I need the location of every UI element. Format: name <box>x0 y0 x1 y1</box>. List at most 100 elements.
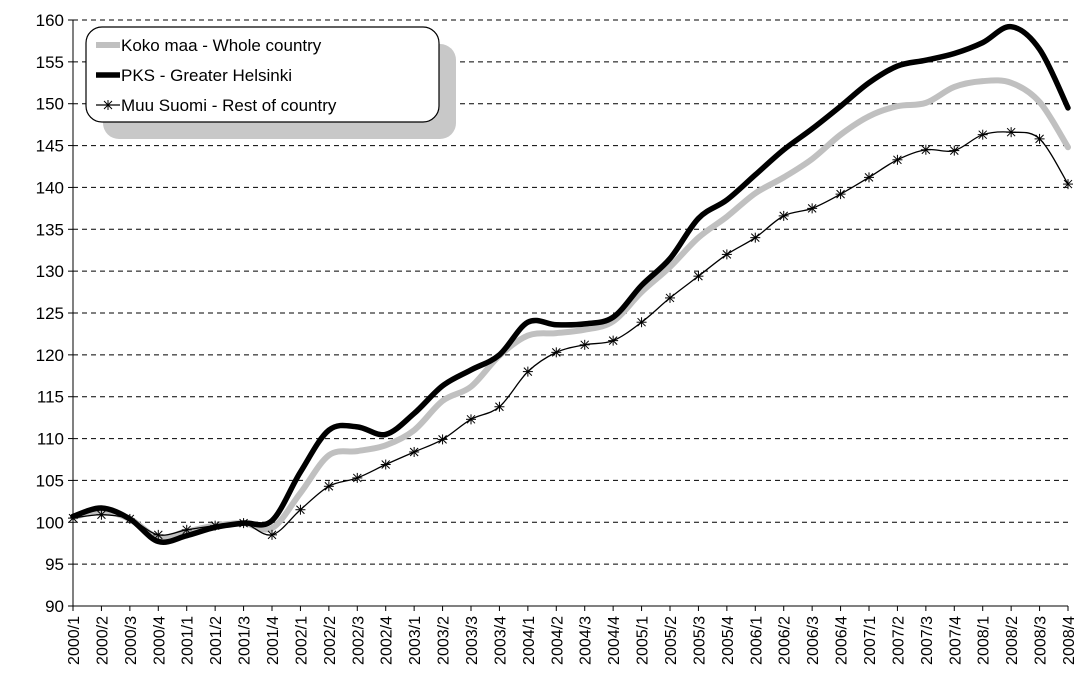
y-tick-label: 95 <box>45 555 64 574</box>
data-point-marker <box>693 271 704 282</box>
y-tick-label: 150 <box>36 95 64 114</box>
x-tick-label: 2006/1 <box>748 616 765 665</box>
x-tick-label: 2003/2 <box>436 616 453 665</box>
data-point-marker <box>522 366 533 377</box>
y-tick-label: 135 <box>36 220 64 239</box>
y-tick-label: 105 <box>36 471 64 490</box>
legend-entry-0: Koko maa - Whole country <box>96 36 322 55</box>
x-tick-label: 2000/4 <box>151 616 168 665</box>
legend-label: Muu Suomi - Rest of country <box>121 96 337 115</box>
x-tick-label: 2001/3 <box>237 616 254 665</box>
data-point-marker <box>750 232 761 243</box>
legend-entry-2: Muu Suomi - Rest of country <box>96 96 337 115</box>
data-point-marker <box>778 210 789 221</box>
data-point-marker <box>579 339 590 350</box>
data-point-marker <box>864 172 874 183</box>
data-point-marker <box>295 504 306 515</box>
x-tick-label: 2004/2 <box>549 616 566 665</box>
x-tick-label: 2003/3 <box>464 616 481 665</box>
y-tick-label: 130 <box>36 262 64 281</box>
x-tick-label: 2005/2 <box>663 616 680 665</box>
x-tick-label: 2002/4 <box>379 616 396 665</box>
data-point-marker <box>352 472 363 483</box>
data-point-marker <box>807 203 818 214</box>
legend: Koko maa - Whole country PKS - Greater He… <box>85 26 456 139</box>
x-tick-label: 2003/4 <box>492 616 509 665</box>
x-tick-label: 2008/3 <box>1033 616 1050 665</box>
x-tick-label: 2008/1 <box>976 616 993 665</box>
legend-marker <box>103 100 113 110</box>
data-point-marker <box>608 335 619 346</box>
x-tick-label: 2008/2 <box>1004 616 1021 665</box>
data-point-marker <box>835 189 846 200</box>
x-tick-label: 2004/3 <box>578 616 595 665</box>
x-tick-label: 2005/3 <box>691 616 708 665</box>
data-point-marker <box>892 154 903 165</box>
data-point-marker <box>977 129 988 140</box>
x-tick-label: 2007/3 <box>919 616 936 665</box>
x-tick-label: 2005/4 <box>720 616 737 665</box>
x-tick-label: 2007/1 <box>862 616 879 665</box>
y-tick-label: 125 <box>36 304 64 323</box>
data-point-marker <box>1063 179 1073 190</box>
y-tick-label: 155 <box>36 53 64 72</box>
x-tick-label: 2007/2 <box>890 616 907 665</box>
x-tick-label: 2001/4 <box>265 616 282 665</box>
x-tick-label: 2007/4 <box>947 616 964 665</box>
data-point-marker <box>494 401 505 412</box>
data-point-marker <box>181 524 192 535</box>
data-point-marker <box>1006 127 1017 138</box>
data-point-marker <box>437 434 448 445</box>
x-axis-tick-labels: 2000/1 2000/2 2000/3 2000/4 2001/1 2001/2 2001… <box>66 616 1078 665</box>
data-point-marker <box>238 518 249 529</box>
data-point-marker <box>267 529 277 540</box>
data-point-marker <box>466 414 476 425</box>
data-point-marker <box>665 292 675 303</box>
x-tick-label: 2004/1 <box>521 616 538 665</box>
x-tick-label: 2002/1 <box>293 616 310 665</box>
y-tick-label: 160 <box>36 11 64 30</box>
y-tick-label: 90 <box>45 597 64 616</box>
data-point-marker <box>323 481 334 492</box>
x-tick-label: 2006/3 <box>805 616 822 665</box>
data-point-marker <box>380 459 391 470</box>
x-tick-label: 2006/2 <box>777 616 794 665</box>
y-axis-tick-labels: 90 95 100 105 110 115 120 125 130 135 140 145 150 155… <box>36 11 64 616</box>
x-tick-label: 2000/2 <box>94 616 111 665</box>
data-point-marker <box>636 317 647 328</box>
x-tick-label: 2000/1 <box>66 616 83 665</box>
axes <box>68 19 1069 611</box>
legend-label: Koko maa - Whole country <box>121 36 322 55</box>
x-tick-label: 2000/3 <box>123 616 140 665</box>
legend-label: PKS - Greater Helsinki <box>121 66 292 85</box>
x-tick-label: 2005/1 <box>635 616 652 665</box>
series-lines <box>68 23 1073 545</box>
x-tick-label: 2002/3 <box>350 616 367 665</box>
data-point-marker <box>68 513 78 524</box>
x-tick-label: 2004/4 <box>606 616 623 665</box>
x-tick-label: 2008/4 <box>1061 616 1078 665</box>
y-tick-label: 120 <box>36 346 64 365</box>
y-tick-label: 115 <box>37 388 64 407</box>
data-point-marker <box>153 529 164 540</box>
y-tick-label: 100 <box>36 513 64 532</box>
y-tick-label: 110 <box>37 430 64 449</box>
data-point-marker <box>721 249 732 260</box>
data-point-marker <box>96 509 107 520</box>
data-point-marker <box>409 446 420 457</box>
data-point-marker <box>920 144 931 155</box>
legend-entry-1: PKS - Greater Helsinki <box>96 66 292 85</box>
x-tick-label: 2003/1 <box>407 616 424 665</box>
x-tick-label: 2006/4 <box>834 616 851 665</box>
series-line-0 <box>70 77 1071 541</box>
y-tick-label: 140 <box>36 178 64 197</box>
data-point-marker <box>551 347 562 358</box>
x-tick-label: 2001/1 <box>180 616 197 665</box>
y-tick-label: 145 <box>36 137 64 156</box>
data-point-marker <box>210 520 221 531</box>
x-tick-label: 2002/2 <box>322 616 339 665</box>
legend-box <box>85 26 440 123</box>
data-point-marker <box>124 513 135 524</box>
x-tick-label: 2001/2 <box>208 616 225 665</box>
